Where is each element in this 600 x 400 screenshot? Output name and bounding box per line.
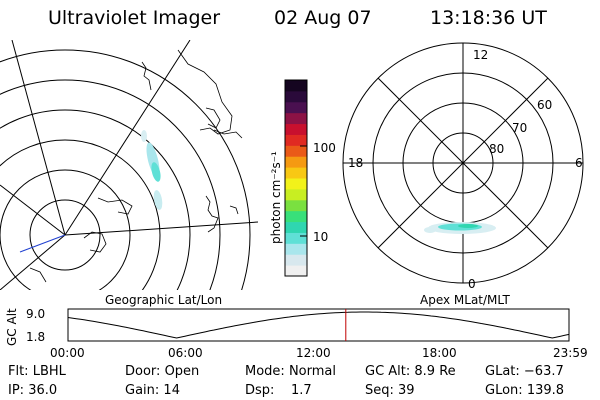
colorbar-swatch [285,145,307,157]
orbit-axis-label: GC Alt [5,308,19,346]
colorbar-swatch [285,167,307,179]
orbit-x-tick: 18:00 [422,346,457,360]
mlt-label-18: 18 [348,156,364,170]
orbit-x-tick: 12:00 [296,346,331,360]
seq-field: Seq: 39 [365,384,415,397]
colorbar-swatch [285,254,307,266]
colorbar-frame [284,79,308,277]
colorbar-swatch [285,199,307,212]
geographic-panel-label: Geographic Lat/Lon [105,293,223,307]
observation-time: 13:18:36 UT [430,7,547,29]
dsp-label: Dsp: [245,383,275,398]
glat-field: GLat: −63.7 [485,365,564,378]
geographic-map [0,40,258,290]
colorbar-swatch [285,134,307,146]
glon-label: GLon: [485,383,523,398]
orbit-y-tick: 9.0 [26,307,46,321]
geo-meridian [64,221,258,236]
flt-value: LBHL [32,364,66,379]
colorbar-swatch [285,221,307,233]
glon-value: 139.8 [526,383,565,398]
colorbar-swatch [285,243,307,255]
polar-panel-label: Apex MLat/MLT [420,293,510,307]
colorbar-tick-label: 100 [313,141,336,155]
door-value: Open [164,364,200,379]
ip-label: IP: [8,383,25,398]
orbit-altitude-curve [67,311,570,339]
colorbar-swatch [285,101,307,114]
orbit-x-tick: 06:00 [168,346,203,360]
mlt-label-0: 0 [468,277,476,291]
colorbar [284,79,308,277]
door-field: Door: Open [125,365,199,378]
ip-value: 36.0 [28,383,58,398]
orbit-plot-frame [67,308,570,342]
colorbar-swatch [285,210,307,223]
colorbar-swatch [285,178,307,190]
gain-value: 14 [163,383,180,398]
seq-value: 39 [398,383,415,398]
orbit-plot [67,308,570,342]
mlat-label-80: 80 [489,142,505,156]
mlt-label-12: 12 [473,48,489,62]
coastlines [29,49,243,283]
colorbar-swatch [285,80,307,92]
colorbar-swatch [285,112,307,125]
flt-field: Flt: LBHL [8,365,66,378]
mlt-label-6: 6 [575,156,583,170]
colorbar-swatch [285,123,307,135]
gcalt-label: GC Alt: [365,364,411,379]
gcalt-field: GC Alt: 8.9 Re [365,365,456,378]
geo-lat-circle [29,199,101,271]
geo-lat-circle [0,79,221,290]
dsp-value: 1.7 [290,383,312,398]
geo-lat-circle [0,139,161,290]
geo-lat-circle [0,169,131,290]
door-label: Door: [125,364,161,379]
orbit-x-tick: 23:59 [553,346,588,360]
colorbar-tick-label: 10 [313,230,329,244]
geo-meridian [11,40,66,236]
gcalt-value: 8.9 Re [414,364,456,379]
colorbar-unit-label: photon cm⁻²s⁻¹ [269,151,283,244]
colorbar-swatch [285,188,307,201]
mlat-label-60: 60 [537,98,553,112]
geo-lat-circle [0,49,251,290]
flt-label: Flt: [8,364,29,379]
glon-field: GLon: 139.8 [485,384,564,397]
instrument-title: Ultraviolet Imager [48,7,221,29]
dsp-field: Dsp: 1.7 [245,384,312,397]
geo-meridian [0,184,66,236]
colorbar-swatch [285,90,307,103]
mode-value: Normal [288,364,336,379]
orbit-y-tick: 1.8 [26,330,46,344]
polar-meridian-diag [377,77,549,249]
geo-meridian [0,234,66,290]
colorbar-swatch [285,156,307,168]
gain-field: Gain: 14 [125,384,180,397]
colorbar-swatch [285,265,307,277]
sun-direction-line [19,234,66,253]
observation-date: 02 Aug 07 [274,7,372,29]
glat-value: −63.7 [523,364,564,379]
ip-field: IP: 36.0 [8,384,57,397]
polar-plot [342,42,584,284]
mode-field: Mode: Normal [245,365,336,378]
colorbar-swatch [285,232,307,244]
glat-label: GLat: [485,364,520,379]
mlat-label-70: 70 [512,121,528,135]
aurora-emission-geo [141,130,163,210]
orbit-x-tick: 00:00 [50,346,85,360]
gain-label: Gain: [125,383,160,398]
mode-label: Mode: [245,364,285,379]
geo-meridian [64,40,191,236]
aurora-emission-polar [424,222,496,234]
geo-lat-circle [0,109,191,290]
seq-label: Seq: [365,383,394,398]
